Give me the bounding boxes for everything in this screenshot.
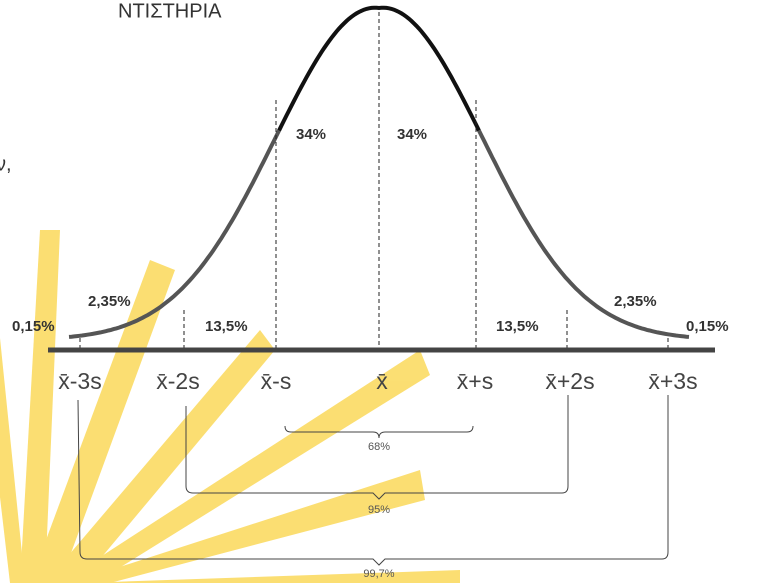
area-label: 0,15% [686, 318, 729, 335]
area-label: 34% [296, 126, 326, 143]
range-label: 99,7% [363, 568, 394, 580]
area-label: 2,35% [614, 293, 657, 310]
axis-label: x̄+s [457, 368, 493, 394]
axis-label: x̄-s [261, 368, 292, 394]
area-label: 13,5% [496, 318, 539, 335]
axis-label: x̄+3s [648, 368, 697, 394]
area-label: 2,35% [88, 293, 131, 310]
normal-distribution-diagram: ΝΤΙΣΤΗΡΙΑ ν, 34% 34% 13,5% 13,5% 2,35% 2… [0, 0, 759, 583]
axis-label: x̄ [376, 368, 388, 394]
curve-segment [479, 131, 689, 337]
range-label: 68% [368, 441, 390, 453]
axis-label: x̄-2s [156, 368, 199, 394]
fragment: ν, [0, 153, 12, 175]
sun-rays [0, 230, 460, 583]
area-label: 13,5% [205, 318, 248, 335]
area-label: 34% [397, 126, 427, 143]
area-label: 0,15% [12, 318, 55, 335]
range-bracket [78, 395, 668, 565]
axis-label: x̄-3s [58, 368, 101, 394]
fragment: ΝΤΙΣΤΗΡΙΑ [118, 0, 222, 22]
range-label: 95% [368, 504, 390, 516]
axis-label: x̄+2s [545, 368, 594, 394]
